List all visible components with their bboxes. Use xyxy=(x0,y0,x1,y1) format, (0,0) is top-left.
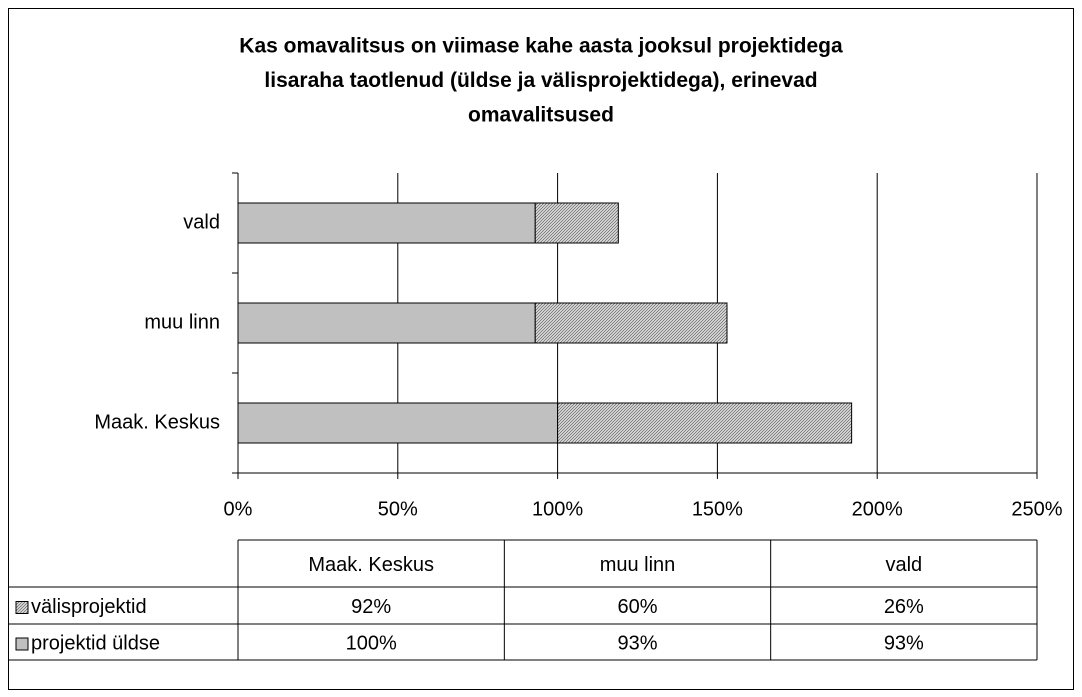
chart-title: lisaraha taotlenud (üldse ja välisprojek… xyxy=(264,69,817,92)
x-tick-label: 200% xyxy=(852,498,903,520)
table-value: 93% xyxy=(884,632,924,654)
table-value: 93% xyxy=(617,632,657,654)
table-value: 26% xyxy=(884,596,924,618)
y-tick-label: Maak. Keskus xyxy=(94,411,220,433)
table-value: 60% xyxy=(617,596,657,618)
bar xyxy=(557,402,853,444)
chart-title: omavalitsused xyxy=(468,104,614,127)
bar xyxy=(534,302,728,344)
x-tick-label: 50% xyxy=(378,498,418,520)
legend-label: välisprojektid xyxy=(31,596,147,618)
bar xyxy=(237,402,559,444)
legend-label: projektid üldse xyxy=(31,632,160,654)
table-value: 92% xyxy=(351,596,391,618)
table-header: Maak. Keskus xyxy=(308,554,434,576)
table-header: vald xyxy=(885,554,922,576)
legend-swatch xyxy=(15,601,29,614)
bar xyxy=(237,302,536,344)
bar xyxy=(237,202,536,244)
x-tick-label: 0% xyxy=(224,498,253,520)
y-tick-label: vald xyxy=(183,211,220,233)
table-value: 100% xyxy=(346,632,397,654)
chart-title: Kas omavalitsus on viimase kahe aasta jo… xyxy=(239,35,843,58)
legend-swatch xyxy=(15,637,29,651)
bar xyxy=(534,202,619,244)
x-tick-label: 150% xyxy=(692,498,743,520)
y-tick-label: muu linn xyxy=(144,311,220,333)
table-header: muu linn xyxy=(600,554,676,576)
x-tick-label: 250% xyxy=(1011,498,1062,520)
chart-frame xyxy=(8,8,1074,690)
x-tick-label: 100% xyxy=(532,498,583,520)
